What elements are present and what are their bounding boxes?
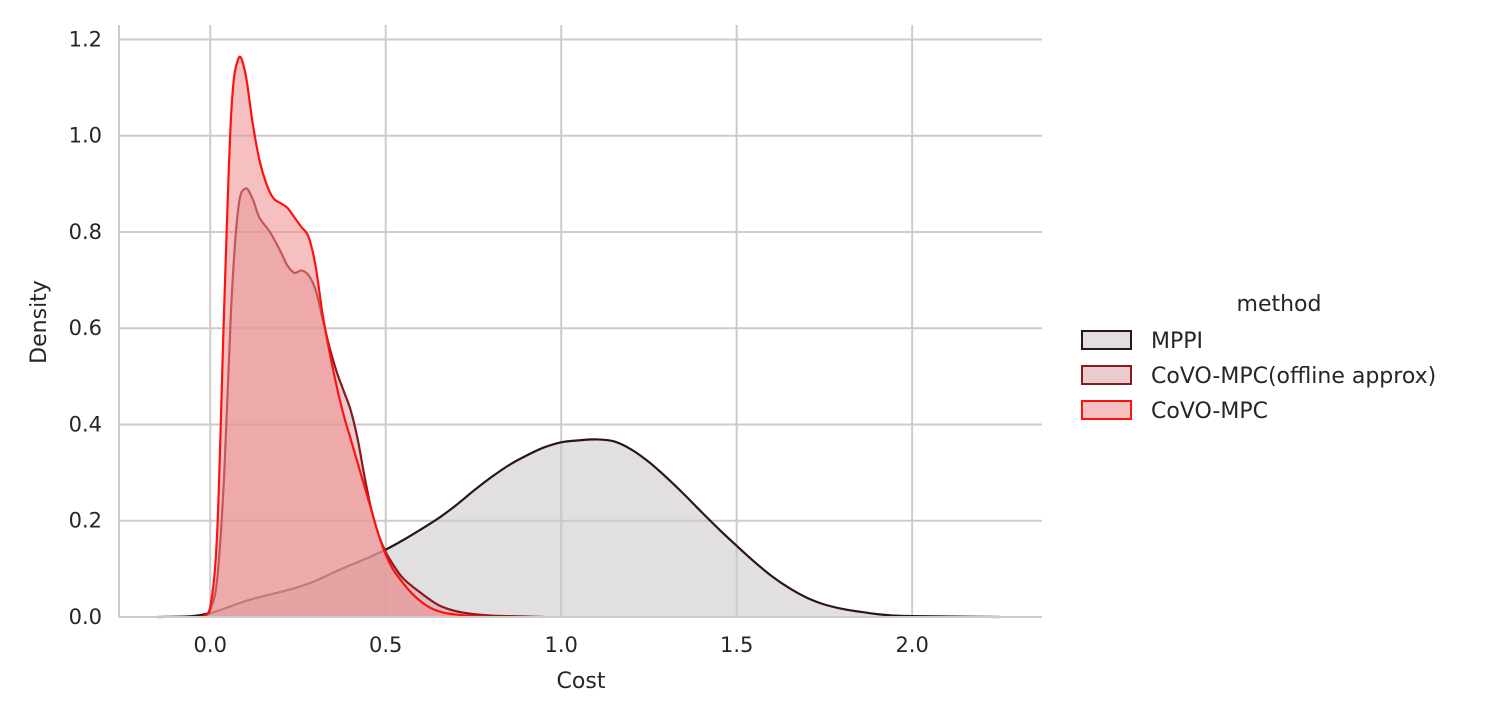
x-tick-label: 1.5 xyxy=(720,633,753,657)
axes xyxy=(118,25,1042,618)
x-tick-label: 0.5 xyxy=(369,633,402,657)
x-tick-label: 0.0 xyxy=(194,633,227,657)
y-tick-label: 0.6 xyxy=(69,316,102,340)
y-tick-label: 1.2 xyxy=(69,27,102,51)
legend-swatch-covo-mpc xyxy=(1081,400,1132,420)
y-tick-labels: 0.0 0.2 0.4 0.6 0.8 1.0 1.2 xyxy=(69,27,102,629)
x-tick-labels: 0.0 0.5 1.0 1.5 2.0 xyxy=(194,633,929,657)
legend-label-covo-mpc-offline-approx: CoVO-MPC(offline approx) xyxy=(1151,364,1436,389)
density-areas xyxy=(157,55,1000,619)
x-axis-label: Cost xyxy=(557,669,606,694)
density-area-covo-mpc xyxy=(203,56,492,617)
legend-title: method xyxy=(1237,292,1322,317)
x-tick-label: 1.0 xyxy=(544,633,577,657)
y-tick-label: 1.0 xyxy=(69,124,102,148)
y-tick-label: 0.8 xyxy=(69,220,102,244)
y-tick-label: 0.4 xyxy=(69,412,102,436)
legend: method MPPI CoVO-MPC(offline approx) CoVO-… xyxy=(1081,292,1436,424)
legend-swatch-covo-mpc-offline-approx xyxy=(1081,365,1132,385)
legend-label-covo-mpc: CoVO-MPC xyxy=(1151,399,1268,424)
density-line-covo-mpc xyxy=(202,55,492,619)
y-axis-label: Density xyxy=(27,280,52,364)
x-tick-label: 2.0 xyxy=(895,633,928,657)
legend-label-mppi: MPPI xyxy=(1151,329,1203,354)
y-tick-label: 0.2 xyxy=(69,509,102,533)
legend-swatch-mppi xyxy=(1081,330,1132,350)
y-tick-label: 0.0 xyxy=(69,605,102,629)
